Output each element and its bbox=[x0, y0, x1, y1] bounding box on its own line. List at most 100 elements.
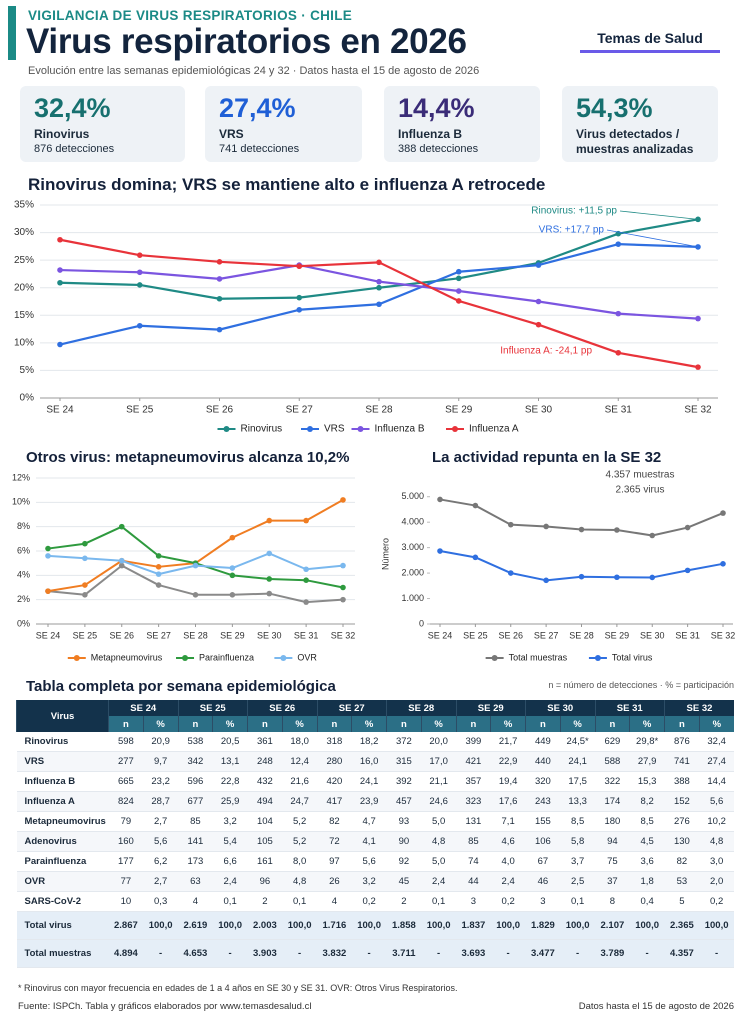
y-tick-label: 4% bbox=[17, 570, 30, 580]
data-point bbox=[303, 566, 309, 573]
data-point bbox=[578, 573, 585, 580]
table-cell: 100,0 bbox=[143, 911, 178, 940]
table-cell: 2,5 bbox=[560, 871, 595, 892]
table-cell: 0,1 bbox=[421, 891, 456, 912]
table-cell: 421 bbox=[456, 751, 491, 772]
data-point bbox=[535, 298, 542, 305]
subheader-row: n% n% n% n% n% n% n% n% n% bbox=[17, 716, 734, 732]
table-cell: 315 bbox=[386, 751, 422, 772]
table-cell: 152 bbox=[664, 791, 700, 812]
kpi-detail: 388 detecciones bbox=[398, 143, 479, 155]
table-cell: 77 bbox=[108, 871, 144, 892]
table-cell: 12,4 bbox=[282, 751, 317, 772]
table-cell: 96 bbox=[247, 871, 283, 892]
y-tick-label: 20% bbox=[14, 282, 34, 293]
x-tick-label: SE 32 bbox=[711, 630, 736, 640]
data-point bbox=[543, 523, 549, 530]
table-cell: 130 bbox=[664, 831, 700, 852]
table-cell: 1.837 bbox=[456, 911, 491, 940]
x-tick-label: SE 24 bbox=[46, 405, 74, 416]
kicker: VIGILANCIA DE VIRUS RESPIRATORIOS · CHIL… bbox=[28, 8, 353, 23]
table-cell: 677 bbox=[178, 791, 213, 812]
data-point bbox=[340, 584, 346, 591]
chart-title: Otros virus: metapneumovirus alcanza 10,… bbox=[26, 449, 350, 466]
table-cell: 27,9 bbox=[629, 751, 665, 772]
table-cell: 2,4 bbox=[421, 871, 456, 892]
row-label: VRS bbox=[16, 751, 109, 772]
data-point bbox=[229, 534, 236, 541]
table-row: Parainfluenza 177 6,2 173 6,6 161 8,0 97 5,6 92 5,… bbox=[16, 851, 734, 872]
table-cell: 10 bbox=[108, 891, 144, 912]
subheader-cell: % bbox=[351, 716, 387, 732]
table-cell: 361 bbox=[247, 732, 283, 752]
table-cell: 2.867 bbox=[108, 911, 144, 940]
data-point bbox=[507, 570, 514, 576]
data-point bbox=[303, 577, 309, 583]
data-point bbox=[57, 267, 63, 273]
table-cell: 106 bbox=[525, 831, 561, 852]
data-point bbox=[229, 592, 236, 598]
table-cell: 100,0 bbox=[629, 911, 665, 940]
table-cell: 14,4 bbox=[699, 771, 734, 792]
table-cell: 174 bbox=[595, 791, 630, 812]
x-tick-label: SE 28 bbox=[183, 630, 208, 640]
table-cell: 248 bbox=[247, 751, 283, 772]
header-cell: SE 26 bbox=[247, 700, 317, 716]
table-cell: 2.619 bbox=[178, 911, 213, 940]
table-cell: 0,2 bbox=[699, 891, 734, 912]
table-cell: 420 bbox=[317, 771, 352, 792]
table-cell: 100,0 bbox=[560, 911, 595, 940]
data-point bbox=[82, 582, 88, 588]
table-cell: 3 bbox=[525, 891, 561, 912]
x-tick-label: SE 32 bbox=[684, 405, 712, 416]
table-cell: 90 bbox=[386, 831, 422, 852]
x-tick-label: SE 27 bbox=[534, 630, 559, 640]
y-tick-label: 4.000 bbox=[401, 517, 424, 527]
kpi-value: 14,4% bbox=[398, 93, 475, 123]
subheader-cell: n bbox=[108, 716, 144, 732]
x-tick-label: SE 31 bbox=[675, 630, 700, 640]
source: Fuente: ISPCh. Tabla y gráficos elaborad… bbox=[18, 1001, 312, 1012]
table-cell: 5,6 bbox=[351, 851, 387, 872]
table-row: VRS 277 9,7 342 13,1 248 12,4 280 16,0 315 17,0 421… bbox=[16, 751, 734, 772]
table-cell: 3,2 bbox=[351, 871, 387, 892]
data-point bbox=[340, 497, 346, 503]
table-cell: 372 bbox=[386, 732, 422, 752]
table-cell: 3,6 bbox=[629, 851, 665, 872]
kpi-card: 54,3% Virus detectados / muestras analiza… bbox=[562, 86, 718, 162]
header-cell: SE 32 bbox=[664, 700, 734, 716]
annotation-leader bbox=[619, 210, 699, 220]
data-point bbox=[216, 258, 223, 265]
table-cell: 4 bbox=[178, 891, 213, 912]
table-title: Tabla completa por semana epidemiológica bbox=[26, 678, 336, 695]
data-point bbox=[455, 268, 462, 275]
row-label: Influenza B bbox=[16, 771, 109, 792]
data-point bbox=[614, 574, 620, 581]
kpi-label: VRS bbox=[219, 127, 244, 141]
table-cell: 16,0 bbox=[351, 751, 387, 772]
data-point bbox=[376, 278, 382, 285]
data-point bbox=[118, 562, 125, 569]
x-tick-label: SE 26 bbox=[206, 405, 234, 416]
data-point bbox=[615, 349, 622, 356]
table-cell: 21,1 bbox=[421, 771, 456, 792]
row-label: SARS-CoV-2 bbox=[16, 891, 109, 912]
table-cell: 20,5 bbox=[212, 732, 248, 752]
legend-marker bbox=[357, 426, 364, 432]
date-note: Datos hasta el 15 de agosto de 2026 bbox=[578, 1001, 734, 1012]
table-cell: 24,5* bbox=[560, 732, 595, 752]
table-cell: 27,4 bbox=[699, 751, 734, 772]
table-cell: 23,9 bbox=[351, 791, 387, 812]
table-cell: - bbox=[212, 939, 248, 968]
table-cell: 46 bbox=[525, 871, 561, 892]
table-cell: 1.716 bbox=[317, 911, 352, 940]
kpi-value: 27,4% bbox=[219, 93, 296, 123]
subheader-cell: % bbox=[142, 716, 178, 732]
annotation: 4.357 muestras bbox=[606, 470, 675, 481]
data-point bbox=[649, 574, 656, 581]
y-tick-label: 0 bbox=[419, 618, 424, 628]
table-row: Metapneumovirus 79 2,7 85 3,2 104 5,2 82 4,7 93 5,… bbox=[16, 811, 734, 832]
table-cell: 4,8 bbox=[282, 871, 317, 892]
row-label: Parainfluenza bbox=[16, 851, 109, 872]
series-line bbox=[59, 243, 699, 346]
